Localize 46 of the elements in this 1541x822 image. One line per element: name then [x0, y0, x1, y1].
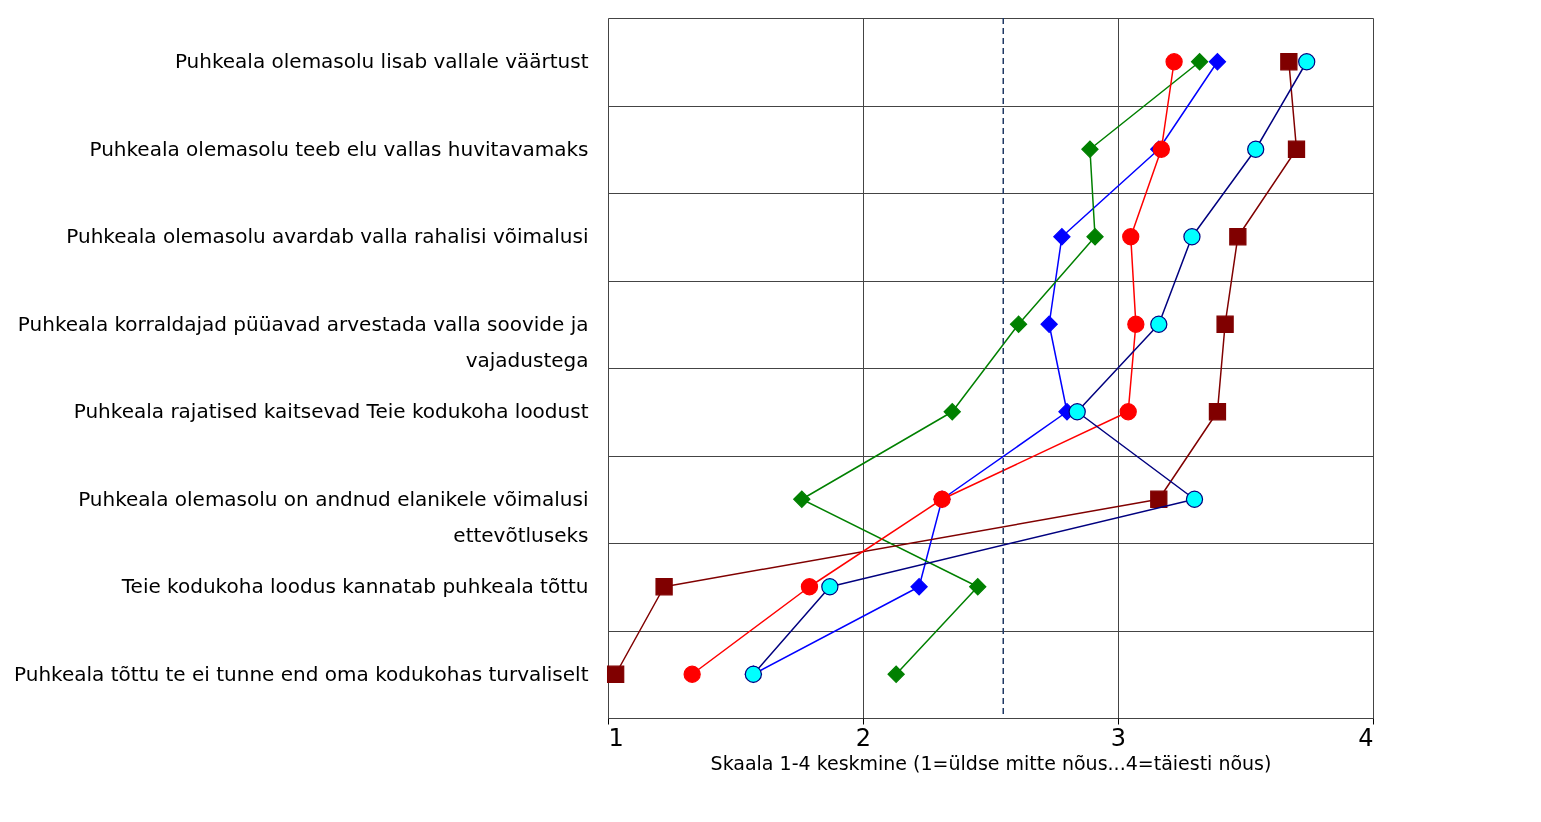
point: [1216, 315, 1234, 333]
point: [655, 578, 673, 596]
point: [1298, 53, 1316, 71]
point: [1190, 53, 1209, 71]
point: [1009, 315, 1028, 333]
point: [1127, 315, 1145, 333]
point: [1229, 228, 1247, 246]
point: [1119, 403, 1137, 421]
point: [1185, 490, 1204, 508]
y-tick-label: Puhkeala tõttu te ei tunne end oma kodukohas turvaliselt: [14, 661, 589, 686]
point: [1122, 228, 1140, 246]
point: [1053, 228, 1071, 246]
point: [1150, 315, 1168, 333]
y-tick-label: Puhkeala korraldajad püüavad arvestada valla soovide ja vajadustega: [17, 311, 589, 372]
point: [1208, 403, 1227, 421]
x-tick-label: 4: [1358, 723, 1374, 752]
x-tick-label: 3: [1110, 723, 1127, 752]
point: [606, 665, 625, 683]
point: [1287, 140, 1306, 158]
point: [1183, 228, 1201, 246]
y-tick-label: Puhkeala olemasolu on andnud elanikele võimalusi ettevõtluseks: [78, 486, 589, 547]
point: [1208, 53, 1227, 71]
point: [683, 665, 701, 683]
point: [1280, 53, 1298, 71]
point: [1068, 403, 1086, 421]
x-axis-title: Skaala 1-4 keskmine (1=üldse mitte nõus...4=täiesti nõus): [710, 751, 1272, 774]
point: [800, 578, 819, 596]
point: [969, 578, 987, 596]
point: [1150, 490, 1168, 508]
y-tick-label: Puhkeala rajatised kaitsevad Teie kodukoha loodust: [73, 399, 589, 424]
point: [793, 490, 811, 508]
point: [887, 665, 905, 683]
point: [1247, 140, 1265, 158]
y-tick-label: Puhkeala olemasolu teeb elu vallas huvitavamaks: [89, 136, 589, 161]
point: [1081, 140, 1099, 158]
point: [821, 578, 839, 596]
point: [943, 403, 961, 421]
point: [910, 578, 928, 596]
point: [1040, 315, 1058, 333]
point: [1165, 53, 1183, 71]
y-tick-label: Puhkeala olemasolu avardab valla rahalisi võimalusi: [66, 224, 589, 249]
point: [1086, 228, 1104, 246]
y-tick-label: Puhkeala olemasolu lisab vallale väärtust: [174, 49, 589, 74]
x-tick-label: 2: [855, 723, 872, 752]
y-tick-label: Teie kodukoha loodus kannatab puhkeala tõttu: [120, 574, 589, 599]
x-tick-label: 1: [608, 723, 624, 752]
